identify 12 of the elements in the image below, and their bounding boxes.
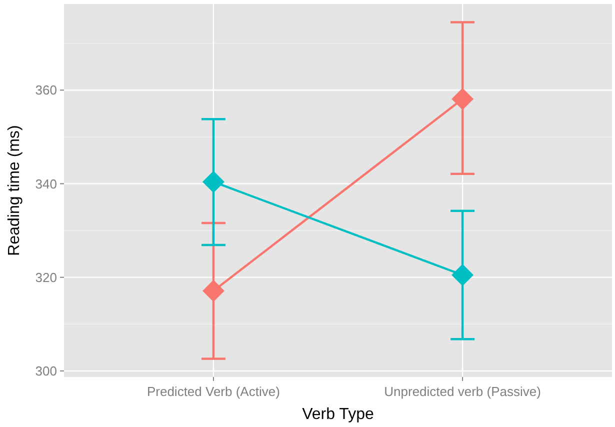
point — [452, 264, 474, 286]
y-axis-title: Reading time (ms) — [6, 125, 23, 256]
y-tick-label: 360 — [35, 82, 57, 98]
point — [452, 88, 474, 110]
point — [202, 170, 224, 193]
y-tick-label: 320 — [35, 270, 57, 285]
x-tick-label: Predicted Verb (Active) — [146, 384, 280, 399]
x-axis-title: Verb Type — [302, 406, 374, 423]
x-tick-label: Unpredicted verb (Passive) — [384, 384, 541, 399]
point — [202, 280, 224, 302]
y-tick-label: 300 — [35, 363, 57, 378]
y-tick-label: 340 — [35, 176, 57, 192]
